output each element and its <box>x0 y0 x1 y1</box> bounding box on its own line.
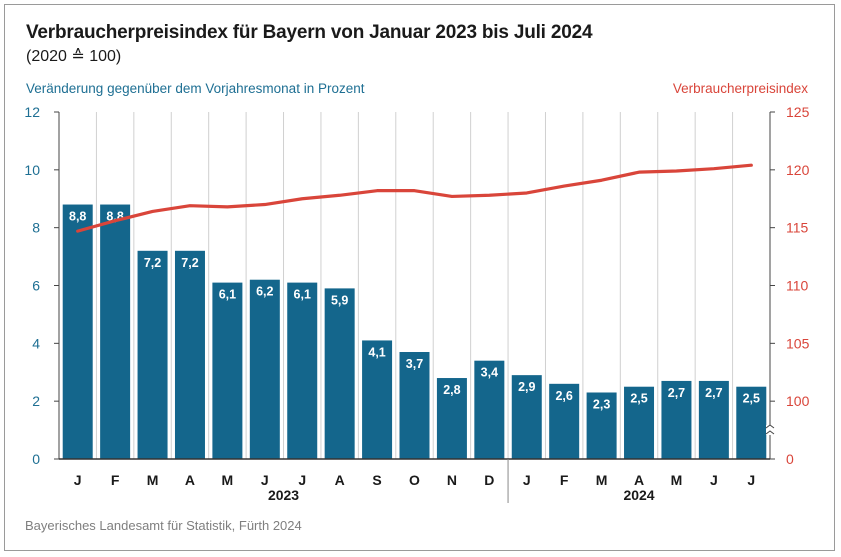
bar-value-label: 3,7 <box>406 357 423 371</box>
index-line <box>76 163 753 233</box>
left-tick-label: 4 <box>32 335 40 351</box>
axis-break-mark <box>765 424 775 429</box>
x-tick-label: J <box>74 472 82 488</box>
vertical-gridlines <box>95 112 734 459</box>
bar <box>137 250 168 459</box>
x-tick-label: J <box>261 472 269 488</box>
chart-title: Verbraucherpreisindex für Bayern von Jan… <box>26 22 593 43</box>
bar-value-label: 2,7 <box>705 386 722 400</box>
bar-value-label: 8,8 <box>69 210 86 224</box>
bar-value-label: 6,1 <box>294 288 311 302</box>
x-tick-label: A <box>185 472 195 488</box>
year-label: 2024 <box>623 487 654 503</box>
bar <box>287 282 318 459</box>
x-tick-label: M <box>147 472 159 488</box>
bar <box>399 352 430 459</box>
left-tick-label: 2 <box>32 393 40 409</box>
bar-value-label: 7,2 <box>181 256 198 270</box>
bar <box>736 386 767 459</box>
axis-break-gap <box>766 425 774 435</box>
bar-value-label: 5,9 <box>331 293 348 307</box>
right-tick-label: 125 <box>786 104 810 120</box>
left-tick-label: 8 <box>32 220 40 236</box>
left-tick-label: 10 <box>24 162 40 178</box>
x-tick-label: A <box>634 472 644 488</box>
bar-value-label: 2,9 <box>518 380 535 394</box>
x-tick-label: O <box>409 472 420 488</box>
bar-value-label: 2,5 <box>743 392 760 406</box>
left-tick-label: 6 <box>32 278 40 294</box>
x-tick-label: J <box>523 472 531 488</box>
bar-value-label: 6,2 <box>256 285 273 299</box>
bar <box>362 340 393 459</box>
left-tick-label: 0 <box>32 451 40 467</box>
x-tick-label: S <box>372 472 381 488</box>
right-tick-label: 110 <box>786 278 809 294</box>
bar <box>436 378 467 459</box>
axis-break-mark <box>765 430 775 435</box>
right-axis-label: Verbraucherpreisindex <box>672 81 808 96</box>
bar-value-label: 2,3 <box>593 397 610 411</box>
x-tick-label: N <box>447 472 457 488</box>
x-tick-label: J <box>747 472 755 488</box>
chart-subtitle: (2020 ≙ 100) <box>26 48 122 65</box>
bar-value-label: 2,7 <box>668 386 685 400</box>
bar-value-label: 2,8 <box>443 383 460 397</box>
bar-value-label: 7,2 <box>144 256 161 270</box>
bar-series: 8,8 8,87,2 7,26,1 6,2 6,1 5,94,13,72,83,42,92… <box>62 204 767 459</box>
left-axis-label: Veränderung gegenüber dem Vorjahresmonat… <box>26 81 365 96</box>
year-label: 2023 <box>268 487 299 503</box>
bar <box>549 383 580 459</box>
bar-value-label: 4,1 <box>368 345 385 359</box>
x-tick-label: M <box>671 472 683 488</box>
bar <box>62 204 93 459</box>
bar <box>586 392 617 459</box>
x-tick-label: M <box>222 472 234 488</box>
right-tick-label: 120 <box>786 162 810 178</box>
bar-value-label: 6,1 <box>219 288 236 302</box>
bar <box>324 288 355 459</box>
source-note: Bayerisches Landesamt für Statistik, Für… <box>25 518 302 533</box>
x-tick-label: F <box>111 472 120 488</box>
x-tick-label: A <box>335 472 345 488</box>
right-tick-label: 115 <box>786 220 809 236</box>
bar-value-label: 2,6 <box>555 389 572 403</box>
bar <box>100 204 131 459</box>
right-tick-label: 105 <box>786 335 810 351</box>
index-line-series <box>76 163 753 233</box>
bar <box>624 386 655 459</box>
bar <box>511 375 542 459</box>
bar-value-label: 2,5 <box>630 392 647 406</box>
bar-value-label: 3,4 <box>481 366 498 380</box>
x-tick-label: J <box>710 472 718 488</box>
left-tick-label: 12 <box>24 104 40 120</box>
x-tick-label: M <box>596 472 608 488</box>
bar <box>249 279 280 459</box>
x-tick-label: J <box>298 472 306 488</box>
right-tick-label: 0 <box>786 451 794 467</box>
bar <box>474 360 505 459</box>
bar <box>661 380 692 459</box>
x-tick-label: F <box>560 472 569 488</box>
bar <box>698 380 729 459</box>
bar <box>174 250 205 459</box>
right-tick-label: 100 <box>786 393 810 409</box>
x-tick-label: D <box>484 472 494 488</box>
bar <box>212 282 243 459</box>
